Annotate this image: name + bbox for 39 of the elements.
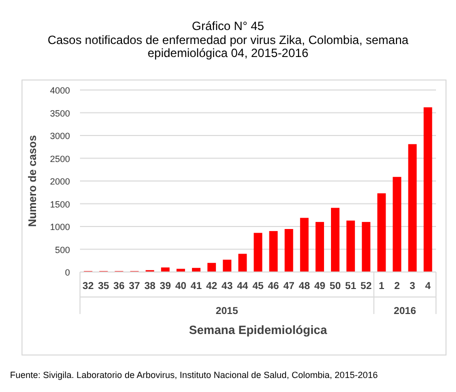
x-tick-label: 52 — [360, 281, 372, 292]
x-tick-label: 49 — [314, 281, 326, 292]
x-tick-label: 37 — [128, 281, 140, 292]
x-tick-label: 47 — [283, 281, 295, 292]
y-tick-label: 3000 — [50, 131, 70, 141]
x-tick-label: 38 — [144, 281, 156, 292]
y-tick-label: 500 — [54, 244, 70, 255]
y-tick-label: 0 — [64, 268, 70, 278]
chart-title: Gráfico N° 45 — [192, 19, 264, 33]
x-tick-label: 43 — [222, 281, 234, 292]
text: 2016 — [394, 306, 416, 317]
x-tick-label: 44 — [236, 281, 249, 292]
x-tick-label: 48 — [298, 281, 310, 292]
y-tick-label: 2000 — [50, 176, 70, 186]
x-tick-label: 51 — [345, 281, 357, 292]
x-tick-label: 42 — [206, 281, 218, 292]
x-tick-label: 50 — [330, 281, 342, 292]
x-tick-label: 35 — [98, 281, 110, 292]
y-tick-label: 2500 — [50, 154, 70, 164]
x-tick-label: 2 — [394, 281, 400, 292]
y-tick-label: 3500 — [50, 108, 70, 118]
x-tick-label: 40 — [175, 281, 187, 292]
x-tick-label: 45 — [252, 281, 264, 292]
y-axis-title: Numero de casos — [27, 135, 39, 227]
text: 2015 — [216, 306, 238, 317]
y-tick-label: 1000 — [50, 222, 70, 232]
chart-subtitle: Casos notificados de enfermedad por virus Zika, Colombia, semana epidemiológica 04, 2015-2016 — [48, 33, 409, 60]
y-tick-label: 1500 — [50, 199, 70, 210]
y-tick-label: 4000 — [50, 86, 70, 96]
x-axis-title: Semana Epidemiológica — [188, 323, 328, 337]
x-tick-label: 32 — [82, 281, 94, 292]
x-tick-label: 39 — [160, 281, 172, 292]
x-tick-label: 41 — [190, 281, 202, 292]
x-tick-label: 3 — [410, 281, 416, 292]
source-note: Fuente: Sivigila. Laboratorio de Arbovirus, Instituto Nacional de Salud, Colombia, 2015-2016 — [10, 370, 378, 380]
x-tick-label: 1 — [378, 281, 385, 292]
x-tick-label: 4 — [425, 281, 432, 292]
x-tick-label: 36 — [113, 281, 125, 292]
x-tick-label: 46 — [268, 281, 280, 292]
